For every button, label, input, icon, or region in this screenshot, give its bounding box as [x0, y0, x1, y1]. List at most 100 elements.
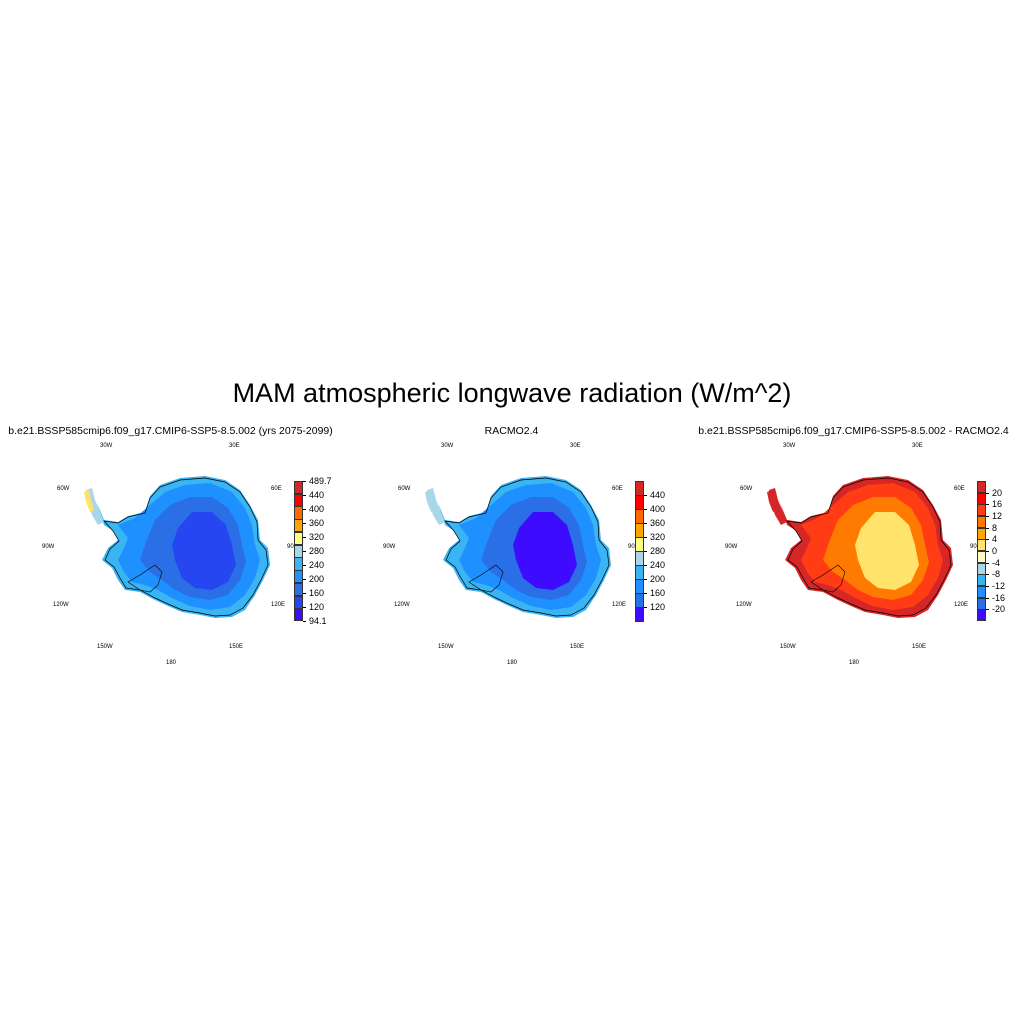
colorbar-swatch	[294, 595, 303, 609]
colorbar-swatch	[635, 509, 644, 524]
colorbar-label: 4	[992, 534, 998, 545]
colorbar-swatch	[977, 551, 986, 564]
longitude-label-e120: 120E	[612, 602, 627, 608]
colorbar-tick	[986, 597, 989, 599]
peninsula-tip-field	[84, 490, 94, 512]
colorbar-swatch	[294, 481, 303, 495]
peninsula-field	[86, 488, 104, 525]
colorbar-label: 0	[992, 546, 998, 556]
longitude-label-e90: 90E	[628, 544, 639, 550]
colorbar-swatch	[977, 586, 986, 599]
figure-title: MAM atmospheric longwave radiation (W/m^…	[232, 378, 792, 408]
longitude-label-e120: 120E	[271, 602, 286, 608]
colorbar-label: -4	[992, 557, 1001, 568]
colorbar-swatch	[294, 493, 303, 507]
colorbar-tick	[303, 607, 306, 608]
colorbar-swatch	[635, 565, 644, 580]
colorbar-swatch	[294, 519, 303, 533]
colorbar-label: 400	[650, 504, 666, 514]
panel-title: RACMO2.4	[484, 425, 539, 437]
colorbar-swatch	[635, 523, 644, 538]
colorbar-swatch	[294, 557, 303, 571]
colorbar-tick	[303, 481, 306, 482]
colorbar-tick	[644, 509, 647, 510]
longitude-label-e60: 60E	[612, 486, 623, 492]
longitude-label-s150w: 150W	[438, 644, 454, 650]
longitude-label-w120: 120W	[53, 602, 69, 608]
map-panel-racmo: RACMO2.4 30W 30E 60W 60E 90W 90E 120W 120E 150W 15…	[341, 424, 682, 674]
colorbar-swatch	[635, 537, 644, 552]
map-panel-model: b.e21.BSSP585cmip6.f09_g17.CMIP6-SSP5-8.…	[0, 424, 341, 674]
longitude-label-n30w: 30W	[441, 443, 454, 449]
colorbar-tick	[303, 621, 306, 622]
longitude-label-s180: 180	[507, 660, 518, 666]
longitude-label-w120: 120W	[394, 602, 410, 608]
colorbar-tick	[303, 495, 306, 496]
longitude-label-e60: 60E	[954, 486, 965, 492]
colorbar-label: -20	[992, 604, 1006, 615]
colorbar-tick	[986, 551, 989, 552]
antarctica-map	[425, 476, 611, 618]
longitude-label-w90: 90W	[42, 544, 55, 550]
colorbar-label: 20	[992, 487, 1003, 498]
colorbar-label: 280	[309, 546, 325, 556]
coastline	[103, 477, 269, 617]
field-core	[172, 512, 236, 590]
longitude-label-e60: 60E	[271, 486, 282, 492]
coastline	[444, 477, 610, 617]
colorbar-swatch	[635, 579, 644, 594]
colorbar-swatch	[977, 539, 986, 552]
longitude-label-s180: 180	[166, 660, 177, 666]
colorbar-tick	[986, 586, 989, 587]
antarctica-map	[767, 476, 953, 618]
peninsula-field	[769, 488, 787, 525]
colorbar-swatch	[977, 562, 986, 575]
colorbar-swatch	[294, 608, 303, 622]
peninsula-field	[427, 488, 445, 525]
colorbar-tick	[644, 523, 647, 524]
colorbar-swatch	[635, 607, 644, 622]
longitude-label-s180: 180	[849, 660, 860, 666]
longitude-label-s150w: 150W	[780, 644, 796, 650]
colorbar-label: 120	[309, 602, 325, 612]
colorbar-label: 12	[992, 511, 1003, 521]
panel-title: b.e21.BSSP585cmip6.f09_g17.CMIP6-SSP5-8.…	[698, 425, 1009, 437]
colorbar-swatch	[635, 481, 644, 496]
colorbar-label: 240	[309, 560, 325, 570]
colorbar-tick	[644, 551, 647, 552]
colorbar-swatch	[635, 551, 644, 566]
colorbar-swatch	[977, 492, 986, 505]
colorbar-tick	[986, 562, 989, 564]
colorbar-tick	[986, 539, 989, 541]
colorbar-tick	[644, 607, 647, 608]
colorbar-swatch	[977, 516, 986, 529]
colorbar-swatch	[977, 481, 986, 494]
colorbar-tick	[303, 523, 306, 524]
colorbar-label: 200	[309, 574, 325, 584]
ice-shelf-line	[810, 564, 846, 593]
longitude-label-n30e: 30E	[229, 443, 240, 449]
colorbar-swatch	[977, 504, 986, 517]
colorbar-tick	[303, 593, 306, 594]
colorbar-label: -16	[992, 592, 1006, 603]
colorbar-swatch	[294, 506, 303, 520]
longitude-label-e90: 90E	[287, 544, 298, 550]
colorbar-swatch	[294, 544, 303, 558]
colorbar-swatch	[294, 531, 303, 546]
colorbar-label: 16	[992, 499, 1003, 510]
colorbar-label: 320	[650, 532, 666, 542]
longitude-label-s150e: 150E	[570, 644, 585, 650]
colorbar-tick	[986, 516, 989, 517]
peninsula-tip-field	[767, 490, 777, 512]
longitude-label-w120: 120W	[736, 602, 752, 608]
ice-shelf-line	[468, 564, 504, 593]
longitude-label-e120: 120E	[954, 602, 969, 608]
colorbar-label: 160	[309, 588, 325, 598]
longitude-label-n30w: 30W	[783, 443, 796, 449]
colorbar-label: 400	[309, 504, 325, 514]
colorbar-swatch	[294, 570, 303, 584]
longitude-label-w60: 60W	[57, 486, 70, 492]
colorbar-label: 360	[309, 518, 325, 528]
longitude-label-n30e: 30E	[570, 443, 581, 449]
colorbar-label: 160	[650, 588, 666, 598]
